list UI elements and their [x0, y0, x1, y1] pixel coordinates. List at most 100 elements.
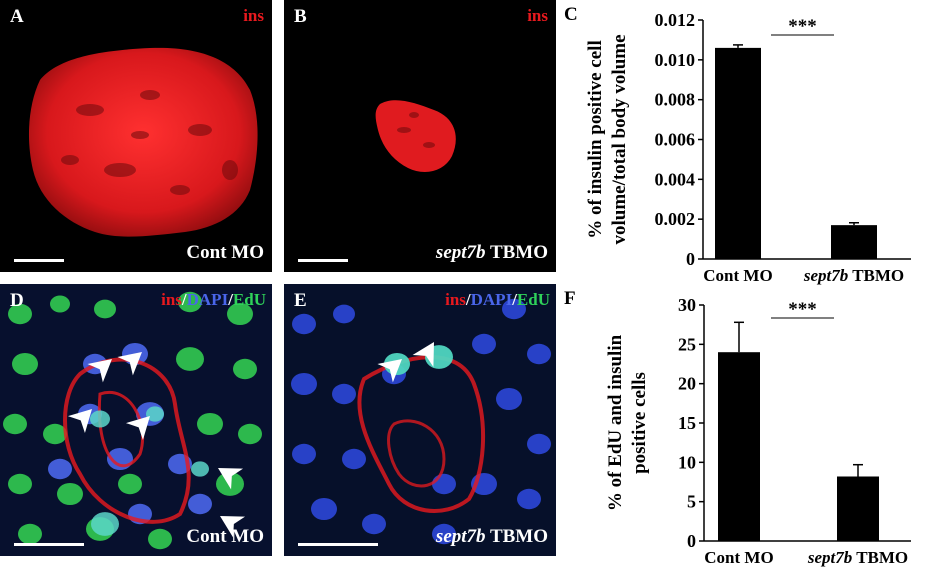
- x-tick-label-text: Cont MO: [703, 266, 772, 285]
- scale-bar: [298, 543, 378, 546]
- panel-letter-e: E: [294, 290, 307, 312]
- marker-label-ins: ins: [527, 6, 548, 26]
- nucleus: [333, 305, 355, 324]
- nucleus: [311, 498, 337, 520]
- y-tick-label: 5: [687, 492, 696, 512]
- nucleus: [496, 388, 522, 410]
- y-tick-label: 0.006: [655, 130, 696, 150]
- marker-label: ins/DAPI/EdU: [161, 290, 266, 310]
- condition-label: sept7b TBMO: [436, 242, 548, 264]
- cell-field: [284, 284, 556, 556]
- significance-label: ***: [788, 299, 817, 320]
- marker-ins: ins: [445, 290, 466, 309]
- x-tick-label: sept7b TBMO: [803, 266, 904, 285]
- nucleus: [118, 474, 142, 494]
- scale-bar: [298, 259, 348, 262]
- nucleus: [176, 347, 204, 371]
- x-tick-label: Cont MO: [704, 548, 773, 567]
- panel-letter-d: D: [10, 290, 24, 312]
- marker-ins: ins: [161, 290, 182, 309]
- nucleus: [91, 512, 119, 536]
- insulin-cluster-small: [284, 0, 556, 272]
- y-tick-label: 15: [678, 413, 696, 433]
- nucleus: [291, 373, 317, 395]
- panel-e-image: E ins/DAPI/EdU sept7b TBMO: [284, 284, 556, 556]
- y-tick-label: 30: [678, 295, 696, 315]
- y-tick-label: 10: [678, 452, 696, 472]
- x-tick-label-italic: sept7b: [803, 266, 848, 285]
- nucleus: [238, 424, 262, 444]
- x-tick-label: Cont MO: [703, 266, 772, 285]
- marker-dapi: DAPI: [187, 290, 229, 309]
- insulin-cluster-large: [0, 0, 272, 272]
- nucleus: [191, 461, 209, 476]
- y-tick-label: 0: [687, 531, 696, 551]
- x-tick-label-text: TBMO: [848, 266, 904, 285]
- nucleus: [472, 334, 496, 354]
- significance-label: ***: [788, 16, 817, 37]
- chart-f: % of EdU and insulin positive cells 0 5 10 15…: [566, 284, 926, 572]
- y-tick-label: 0.004: [655, 169, 696, 189]
- x-tick-label-italic: sept7b: [807, 548, 852, 567]
- bar: [837, 476, 879, 541]
- nucleus: [50, 296, 70, 313]
- nucleus: [48, 459, 72, 479]
- y-tick-label: 0.008: [655, 90, 696, 110]
- y-axis-label-line: positive cells: [629, 372, 650, 474]
- nucleus: [188, 494, 212, 514]
- nucleus: [342, 449, 366, 469]
- nucleus: [527, 434, 551, 454]
- y-tick-label: 0.012: [655, 10, 696, 30]
- chart-c: % of insulin positive cell volume/total b…: [566, 0, 926, 285]
- y-tick-label: 0.002: [655, 209, 696, 229]
- condition-suffix: TBMO: [486, 526, 548, 547]
- panel-a-image: A ins Cont MO: [0, 0, 272, 272]
- nucleus: [362, 514, 386, 534]
- x-tick-label-text: Cont MO: [704, 548, 773, 567]
- nucleus: [148, 529, 172, 549]
- x-tick-label-text: TBMO: [852, 548, 908, 567]
- marker-dapi: DAPI: [471, 290, 513, 309]
- bar: [831, 225, 877, 259]
- scale-bar: [14, 259, 64, 262]
- nucleus: [197, 413, 223, 435]
- y-axis-label-line: % of insulin positive cell: [585, 40, 606, 238]
- insulin-signal: [389, 421, 444, 486]
- insulin-signal: [65, 360, 189, 522]
- bar: [715, 48, 761, 259]
- y-axis-label-line: % of EdU and insulin: [605, 334, 626, 511]
- nucleus: [233, 359, 257, 379]
- bar: [718, 352, 760, 541]
- y-tick-label: 25: [678, 334, 696, 354]
- nucleus: [292, 444, 316, 464]
- marker-label-ins: ins: [243, 6, 264, 26]
- condition-label: Cont MO: [186, 242, 264, 264]
- y-tick-label: 0.010: [655, 50, 696, 70]
- nucleus: [57, 483, 83, 505]
- nucleus: [90, 411, 110, 428]
- cell-field: [0, 284, 272, 556]
- panel-letter-b: B: [294, 6, 307, 28]
- y-axis-label-line: volume/total body volume: [609, 34, 630, 244]
- marker-edu: EdU: [517, 290, 550, 309]
- y-axis-label: % of insulin positive cell volume/total b…: [585, 34, 630, 244]
- y-tick-label: 20: [678, 374, 696, 394]
- nucleus: [8, 474, 32, 494]
- nucleus: [432, 474, 456, 494]
- nucleus: [292, 314, 316, 334]
- condition-suffix: TBMO: [486, 242, 548, 263]
- condition-gene: sept7b: [436, 526, 486, 547]
- insulin-signal: [359, 357, 483, 511]
- nucleus: [3, 414, 27, 434]
- panel-d-image: D ins/DAPI/EdU Cont MO: [0, 284, 272, 556]
- panel-b-image: B ins sept7b TBMO: [284, 0, 556, 272]
- x-tick-label: sept7b TBMO: [807, 548, 908, 567]
- y-tick-label: 0: [686, 249, 695, 269]
- marker-label: ins/DAPI/EdU: [445, 290, 550, 310]
- panel-letter-a: A: [10, 6, 24, 28]
- nucleus: [94, 300, 116, 319]
- nucleus: [527, 344, 551, 364]
- nucleus: [12, 353, 38, 375]
- nucleus: [332, 384, 356, 404]
- scale-bar: [14, 543, 84, 546]
